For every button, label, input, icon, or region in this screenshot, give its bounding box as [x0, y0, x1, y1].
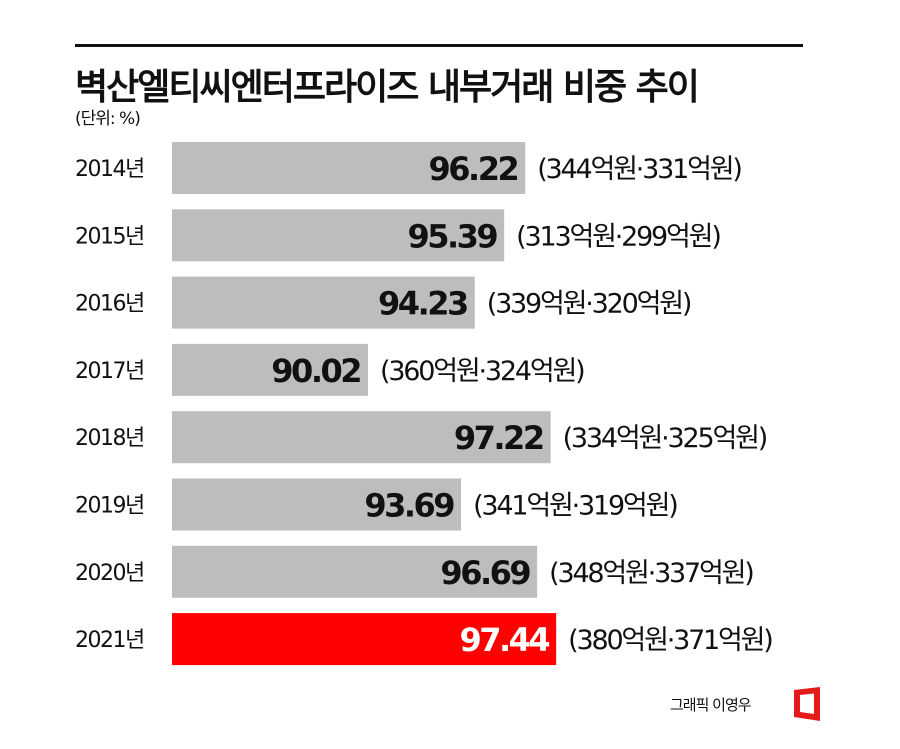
value-label: 93.69 — [364, 487, 454, 525]
chart-title: 벽산엘티씨엔터프라이즈 내부거래 비중 추이 — [75, 67, 700, 108]
category-label: 2017년 — [75, 359, 144, 384]
bar — [172, 478, 462, 531]
bar — [172, 343, 368, 396]
category-label: 2021년 — [75, 628, 144, 653]
amount-annotation: (380억원·371억원) — [568, 625, 772, 656]
value-label: 97.44 — [459, 621, 549, 659]
unit-label: (단위: %) — [75, 109, 141, 129]
value-label: 94.23 — [378, 285, 467, 323]
category-label: 2015년 — [75, 224, 144, 249]
graphic-credit: 그래픽 이영우 — [670, 696, 752, 714]
amount-annotation: (339억원·320억원) — [487, 289, 691, 320]
amount-annotation: (341억원·319억원) — [473, 491, 677, 522]
top-rule — [75, 44, 803, 47]
amount-annotation: (348억원·337억원) — [549, 558, 753, 589]
bar — [172, 276, 475, 329]
amount-annotation: (360억원·324억원) — [380, 356, 584, 387]
bar — [172, 545, 538, 598]
category-label: 2014년 — [75, 157, 144, 182]
amount-annotation: (334억원·325억원) — [563, 423, 767, 454]
value-label: 96.22 — [429, 150, 518, 188]
value-label: 95.39 — [407, 217, 497, 255]
value-label: 90.02 — [271, 352, 360, 390]
value-label: 96.69 — [440, 554, 530, 592]
publisher-logo-icon — [794, 687, 820, 721]
category-label: 2016년 — [75, 292, 144, 317]
category-label: 2019년 — [75, 494, 144, 519]
value-label: 97.22 — [454, 419, 543, 457]
bar — [172, 142, 526, 194]
amount-annotation: (344억원·331억원) — [537, 154, 741, 185]
category-label: 2018년 — [75, 426, 144, 451]
bar-highlight — [172, 613, 557, 666]
category-label: 2020년 — [75, 561, 144, 586]
amount-annotation: (313억원·299억원) — [516, 221, 720, 252]
bar — [172, 209, 505, 262]
bar — [172, 411, 551, 464]
